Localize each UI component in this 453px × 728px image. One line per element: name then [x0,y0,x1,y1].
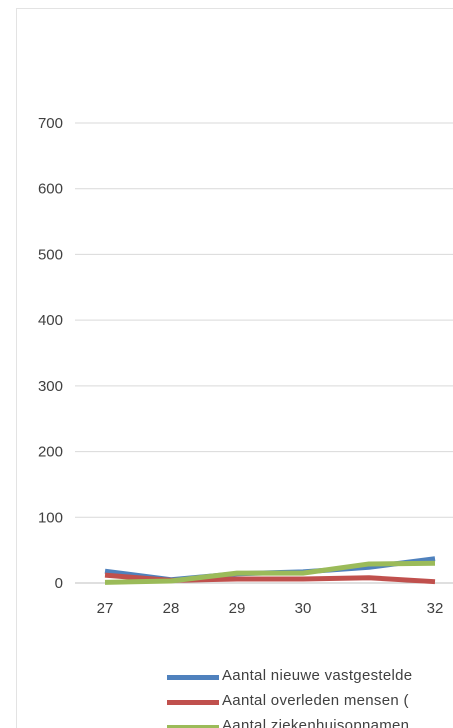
line-chart: 0 100 200 300 400 500 600 700 27 28 29 30 31 32 [38,115,453,617]
x-tick-label: 31 [361,600,378,617]
y-tick-label: 700 [38,115,63,132]
legend-label-2: Aantal ziekenhuisopnamen [222,717,410,728]
x-tick-label: 30 [295,600,312,617]
legend-swatch-2 [167,725,219,728]
x-tick-label: 28 [163,600,180,617]
chart-frame: 0 100 200 300 400 500 600 700 27 28 29 30 31 32 Aant… [16,8,453,728]
y-tick-label: 500 [38,246,63,263]
y-tick-label: 600 [38,181,63,198]
legend-label-0: Aantal nieuwe vastgestelde [222,667,413,684]
y-tick-label: 0 [55,575,63,592]
x-tick-label: 27 [97,600,114,617]
series-line-2 [104,560,436,585]
y-tick-label: 200 [38,444,63,461]
legend-swatch-1 [167,700,219,705]
y-tick-label: 300 [38,378,63,395]
x-tick-label: 32 [427,600,444,617]
legend-label-1: Aantal overleden mensen ( [222,692,409,709]
legend-swatch-0 [167,675,219,680]
y-tick-label: 400 [38,312,63,329]
x-tick-label: 29 [229,600,246,617]
y-tick-label: 100 [38,509,63,526]
